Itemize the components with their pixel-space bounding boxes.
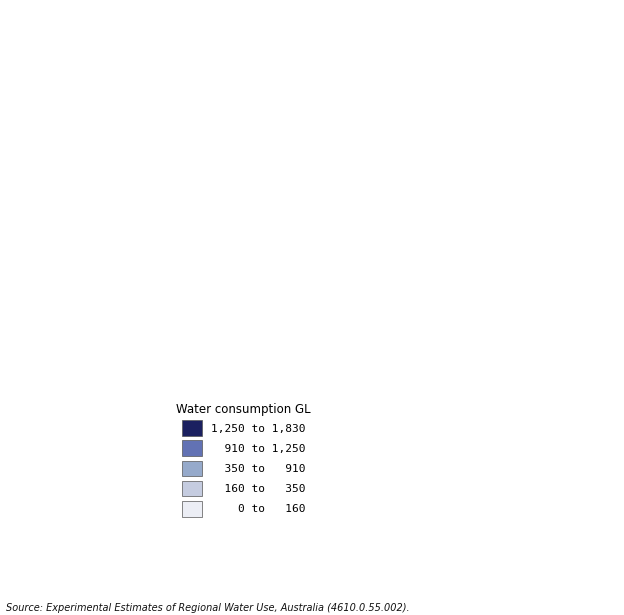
Legend: 1,250 to 1,830,   910 to 1,250,   350 to   910,   160 to   350,     0 to   160: 1,250 to 1,830, 910 to 1,250, 350 to 910… [171,397,316,522]
Text: Source: Experimental Estimates of Regional Water Use, Australia (4610.0.55.002).: Source: Experimental Estimates of Region… [6,603,410,613]
